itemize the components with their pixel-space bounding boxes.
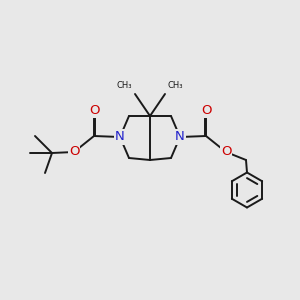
Text: N: N	[115, 130, 125, 143]
Text: CH₃: CH₃	[116, 81, 132, 90]
Text: O: O	[201, 103, 211, 116]
Text: O: O	[69, 146, 79, 158]
Text: O: O	[89, 103, 99, 116]
Text: O: O	[221, 146, 231, 158]
Text: CH₃: CH₃	[168, 81, 184, 90]
Text: N: N	[175, 130, 185, 143]
